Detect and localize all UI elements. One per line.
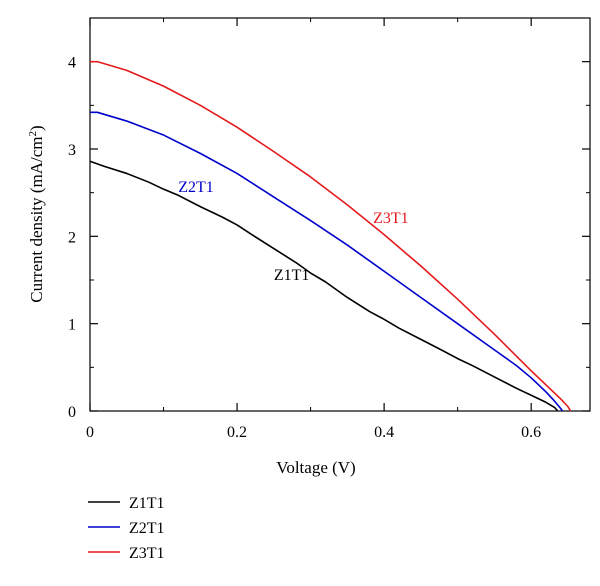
y-axis-title: Current density (mA/cm2) bbox=[27, 125, 46, 302]
series-annotation-z1t1: Z1T1 bbox=[274, 267, 310, 284]
axis-ticks: 0 0.2 0.4 0.6 0 1 2 3 4 bbox=[68, 18, 590, 441]
annotation-layer: Z1T1 Z2T1 Z3T1 bbox=[178, 179, 408, 284]
legend-label-z2t1: Z2T1 bbox=[129, 520, 165, 537]
y-tick-label: 2 bbox=[68, 229, 76, 246]
x-tick-label: 0.6 bbox=[521, 424, 541, 441]
y-tick-label: 1 bbox=[68, 317, 76, 334]
series-line-z3t1 bbox=[90, 60, 572, 411]
y-tick-label: 4 bbox=[68, 55, 76, 72]
legend-label-z1t1: Z1T1 bbox=[129, 495, 165, 512]
y-axis-title-main: Current density (mA/cm bbox=[27, 136, 46, 302]
x-axis-title: Voltage (V) bbox=[276, 458, 355, 477]
y-axis-title-sup: 2 bbox=[27, 131, 39, 137]
series-layer bbox=[90, 60, 572, 411]
series-annotation-z2t1: Z2T1 bbox=[178, 179, 214, 196]
y-tick-label: 0 bbox=[68, 404, 76, 421]
series-line-z1t1 bbox=[90, 160, 559, 411]
series-line-z2t1 bbox=[90, 111, 564, 411]
x-tick-label: 0.4 bbox=[374, 424, 394, 441]
x-tick-label: 0 bbox=[86, 424, 94, 441]
legend-label-z3t1: Z3T1 bbox=[129, 545, 165, 562]
legend: Z1T1 Z2T1 Z3T1 bbox=[88, 495, 165, 562]
x-tick-label: 0.2 bbox=[227, 424, 247, 441]
series-annotation-z3t1: Z3T1 bbox=[373, 210, 409, 227]
y-tick-label: 3 bbox=[68, 142, 76, 159]
plot-frame bbox=[89, 17, 591, 412]
y-axis-title-close: ) bbox=[27, 125, 46, 131]
